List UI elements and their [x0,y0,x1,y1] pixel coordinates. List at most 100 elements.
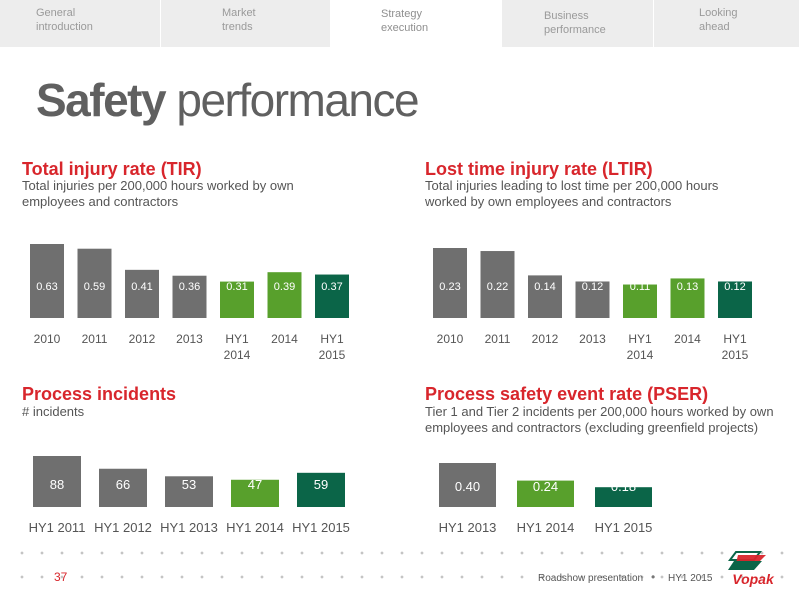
ltir-category-label: 2014 [627,348,654,362]
tir-value-label: 0.37 [321,281,342,293]
dotted-divider [12,551,792,555]
vopak-logo-text: Vopak [732,571,775,587]
tir-chart: 0.63 2010 0.59 2011 0.41 2012 0.36 2013 0.31 HY1 2… [30,244,349,362]
pi-subtitle-line1: # incidents [22,404,85,419]
tab-strategy-execution[interactable]: Strategy execution [331,0,502,47]
pi-category-label: HY1 2015 [292,520,350,535]
tab-label-line2: performance [544,24,606,36]
vopak-logo-mark [728,551,766,570]
tab-label-line1: Business [544,10,589,22]
pi-bar [33,456,81,507]
tab-label-line2: execution [381,22,429,34]
ltir-value-label: 0.13 [677,281,698,293]
tab-market-trends[interactable]: Market trends [161,0,331,47]
ltir-chart: 0.23 2010 0.22 2011 0.14 2012 0.12 2013 0.11 HY1 2… [433,248,752,362]
tir-bar [220,281,254,318]
tir-category-label: HY1 [225,332,249,346]
pser-bar [595,487,652,507]
pi-category-label: HY1 2011 [29,520,86,535]
ltir-value-label: 0.14 [534,281,555,293]
pi-category-label: HY1 2013 [160,520,218,535]
tir-value-label: 0.39 [274,281,295,293]
tab-label-line1: Strategy [381,8,422,20]
pi-subtitle: # incidents [22,404,84,420]
ltir-subtitle-line1: Total injuries leading to lost time per … [425,178,719,193]
page-title-rest: performance [165,74,419,126]
ltir-value-label: 0.12 [724,281,745,293]
ltir-title: Lost time injury rate (LTIR) [425,159,653,179]
ltir-category-label: HY1 [628,332,652,346]
ltir-category-label: 2013 [579,332,606,346]
pi-bar [297,472,345,507]
footer-separator: • [651,570,656,584]
tab-general-introduction[interactable]: General introduction [0,0,161,47]
page-number: 37 [54,570,68,584]
tir-category-label: 2011 [82,332,108,346]
pser-subtitle-line2: employees and contractors (excluding gre… [425,420,759,435]
dotted-divider [12,575,792,579]
ltir-bar [718,281,752,318]
vopak-logo: Vopak [728,551,775,587]
tir-category-label: 2013 [176,332,203,346]
ltir-value-label: 0.11 [630,281,651,293]
ltir-bar [623,284,657,318]
tir-bar [267,272,302,318]
section-tabs: General introduction Market trends Strat… [0,0,800,47]
tir-category-label: 2014 [224,348,251,362]
ltir-category-label: 2014 [674,332,701,346]
ltir-bar [480,251,515,318]
tab-label-line1: Looking [699,7,738,19]
pser-category-label: HY1 2013 [439,520,497,535]
pser-category-label: HY1 2014 [517,520,575,535]
tir-value-label: 0.36 [179,281,200,293]
tir-bar [125,269,159,318]
tir-category-label: 2010 [34,332,61,346]
pser-subtitle-line1: Tier 1 and Tier 2 incidents per 200,000 … [425,404,774,419]
tir-value-label: 0.59 [84,281,105,293]
pser-subtitle: Tier 1 and Tier 2 incidents per 200,000 … [425,404,774,436]
presentation-name: Roadshow presentation [538,573,644,584]
tab-label-line1: Market [222,7,256,19]
pser-value-label: 0.24 [533,479,558,494]
tir-bar [172,275,207,318]
tir-subtitle-line2: employees and contractors [22,194,179,209]
tir-value-label: 0.63 [36,281,57,293]
pser-bar [517,480,574,507]
tir-subtitle: Total injuries per 200,000 hours worked … [22,178,294,210]
ltir-category-label: 2012 [532,332,559,346]
ltir-category-label: HY1 [723,332,747,346]
page-title-bold: Safety [36,74,167,126]
tab-business-performance[interactable]: Business performance [502,0,654,47]
pi-value-label: 88 [50,477,64,492]
ltir-subtitle: Total injuries leading to lost time per … [425,178,718,210]
tir-value-label: 0.41 [131,281,152,293]
tir-value-label: 0.31 [226,281,247,293]
pser-value-label: 0.40 [455,479,480,494]
ltir-value-label: 0.22 [487,281,508,293]
pi-value-label: 66 [116,477,130,492]
pi-category-label: HY1 2012 [94,520,152,535]
ltir-subtitle-line2: worked by own employees and contractors [425,194,672,209]
tab-looking-ahead[interactable]: Looking ahead [654,0,800,47]
ltir-bar [528,275,562,318]
tir-bar [315,274,349,318]
ltir-bar [670,278,705,318]
ltir-value-label: 0.12 [582,281,603,293]
tab-label-line1: General [36,7,76,19]
pi-chart: 88 HY1 2011 66 HY1 2012 53 HY1 2013 47 HY1 2014… [29,456,350,535]
tab-label-line2: introduction [36,21,93,33]
ltir-bar [433,248,467,318]
pser-value-label: 0.18 [611,479,636,494]
ltir-category-label: 2011 [485,332,511,346]
tir-category-label: 2015 [319,348,346,362]
tir-title: Total injury rate (TIR) [22,159,202,179]
tir-bar [30,244,64,318]
ltir-bar [575,281,610,318]
tir-category-label: 2014 [271,332,298,346]
tab-label-line2: ahead [699,21,730,33]
page-title: Safety performance [36,72,420,128]
pi-value-label: 59 [314,477,328,492]
pser-chart: 0.40 HY1 2013 0.24 HY1 2014 0.18 HY1 2015 [439,463,652,535]
ltir-category-label: 2010 [437,332,464,346]
pi-bar [99,468,147,507]
